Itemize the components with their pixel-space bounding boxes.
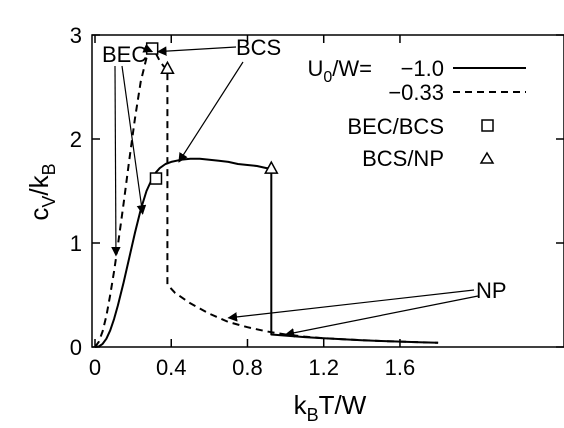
annotation-arrow-np-0 [227, 289, 475, 322]
legend-title: U0/W= [307, 56, 372, 86]
legend-label-dashed: −0.33 [388, 80, 444, 105]
y-tick-label-2: 2 [70, 127, 82, 152]
annotation-bec: BEC [102, 42, 147, 67]
y-tick-label-0: 0 [70, 335, 82, 360]
x-tick-label-0: 0 [89, 355, 101, 380]
series-line-dashed [94, 47, 439, 348]
annotation-np: NP [476, 278, 507, 303]
y-tick-label-3: 3 [70, 23, 82, 48]
marker-square-0 [145, 42, 159, 55]
annotation-arrow-bec-0 [111, 65, 121, 257]
annotation-bcs: BCS [236, 35, 281, 60]
x-axis-title: kBT/W [294, 390, 367, 425]
legend-label-solid: −1.0 [401, 56, 444, 81]
series-layer [94, 47, 439, 348]
marker-triangle-3 [264, 160, 279, 174]
x-tick-label-4: 1.6 [385, 355, 416, 380]
legend-marker-square [481, 119, 494, 132]
series-line-solid [94, 157, 439, 348]
y-axis-title: cV/kB [24, 163, 59, 220]
legend-label-triangle: BCS/NP [362, 146, 444, 171]
annotation-arrow-bec-1 [121, 65, 147, 215]
annotation-arrow-bcs-1 [178, 61, 244, 163]
legend-marker-triangle [479, 151, 495, 164]
x-tick-label-1: 0.4 [156, 355, 187, 380]
legend-label-square: BEC/BCS [347, 114, 444, 139]
y-tick-label-1: 1 [70, 231, 82, 256]
marker-square-1 [149, 172, 163, 185]
legend: U0/W= −1.0 −0.33 BEC/BCS BCS/NP [307, 56, 526, 171]
plot-frame [91, 34, 564, 348]
annotation-layer [111, 43, 479, 338]
annotation-arrow-np-1 [284, 295, 479, 338]
annotation-arrow-bcs-0 [156, 46, 237, 56]
x-tick-label-2: 0.8 [232, 355, 263, 380]
x-tick-label-3: 1.2 [308, 355, 339, 380]
annotation-arrow-bec-2 [142, 43, 154, 53]
tick-layer: 0 0.4 0.8 1.2 1.6 0 1 2 3 [70, 23, 564, 380]
marker-triangle-2 [160, 60, 175, 75]
